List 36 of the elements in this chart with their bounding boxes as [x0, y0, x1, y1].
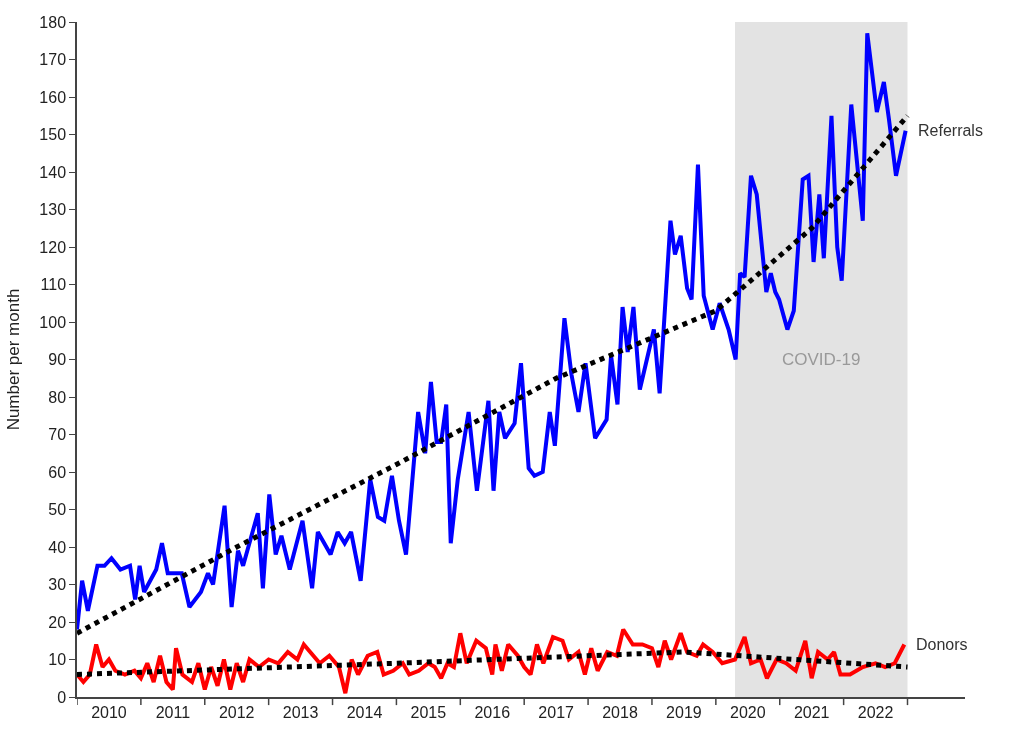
y-tick-label: 120 — [39, 238, 67, 256]
y-tick-label: 0 — [57, 688, 67, 706]
band-label: COVID-19 — [782, 350, 861, 369]
x-tick-label: 2015 — [410, 703, 447, 721]
x-tick-label: 2020 — [729, 703, 766, 721]
y-tick-label: 10 — [48, 651, 67, 669]
y-tick-label: 60 — [48, 463, 67, 481]
x-tick-label: 2016 — [474, 703, 511, 721]
y-axis-title: Number per month — [4, 288, 24, 431]
y-tick-label: 160 — [39, 88, 67, 106]
y-tick-label: 140 — [39, 163, 67, 181]
y-tick-label: 150 — [39, 126, 67, 144]
y-tick-label: 70 — [48, 426, 67, 444]
x-tick-label: 2012 — [218, 703, 255, 721]
x-tick-label: 2021 — [793, 703, 830, 721]
y-tick-label: 170 — [39, 51, 67, 69]
y-tick-label: 50 — [48, 501, 67, 519]
x-tick-label: 2018 — [602, 703, 638, 721]
x-tick-label: 2011 — [155, 703, 191, 721]
x-tick-label: 2017 — [538, 703, 575, 721]
series-label: Referrals — [918, 122, 983, 139]
y-tick-label: 180 — [39, 13, 67, 31]
x-tick-label: 2013 — [282, 703, 319, 721]
y-tick-label: 110 — [40, 276, 67, 294]
y-tick-label: 30 — [48, 576, 67, 594]
series-label: Donors — [916, 636, 968, 653]
x-tick-label: 2019 — [666, 703, 702, 721]
y-tick-label: 100 — [39, 313, 67, 331]
x-tick-label: 2022 — [857, 703, 894, 721]
y-tick-label: 40 — [48, 538, 67, 556]
y-tick-label: 20 — [48, 613, 67, 631]
y-tick-label: 80 — [48, 388, 67, 406]
y-tick-label: 130 — [39, 201, 67, 219]
x-tick-label: 2010 — [91, 703, 127, 721]
y-tick-label: 90 — [48, 351, 67, 369]
x-tick-label: 2014 — [346, 703, 383, 721]
